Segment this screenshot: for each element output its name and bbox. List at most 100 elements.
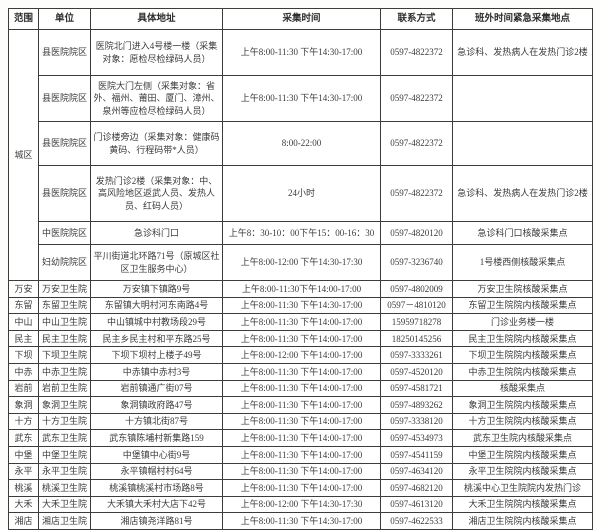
cell-phone: 0597-4613120 — [380, 495, 453, 514]
cell-scope: 中堡 — [8, 445, 39, 464]
cell-emergency: 永平卫生院院内核酸采集点 — [452, 462, 593, 481]
table-row: 下坝 下坝卫生院 下坝下坝村上楼子49号 上午8:00-12:00 下午14:00-1… — [8, 346, 593, 364]
cell-emergency: 大禾卫生院院内核酸采集点 — [452, 495, 593, 514]
table-row: 象洞 象洞卫生院 象洞镇政府路47号 上午8:00-11:30 下午14:00-17:… — [8, 396, 593, 414]
cell-phone: 0597-4682120 — [380, 479, 453, 497]
cell-phone: 0597-4802009 — [380, 280, 453, 298]
cell-scope: 东留 — [8, 296, 39, 315]
cell-emergency: 万安卫生院核酸采集点 — [452, 280, 593, 298]
cell-emergency: 急诊科、发热病人在发热门诊2楼 — [452, 165, 593, 222]
cell-unit: 湘店卫生院 — [38, 512, 91, 530]
cell-unit: 县医院院区 — [38, 165, 91, 222]
cell-unit: 东留卫生院 — [38, 296, 91, 315]
cell-unit: 中赤卫生院 — [38, 362, 91, 381]
table-row: 永平 永平卫生院 永平镇帽村村64号 上午8:00-11:30 下午14:00-17:… — [8, 462, 593, 481]
table-row: 中堡 中堡卫生院 中堡镇中心街9号 上午8:00-11:30 下午14:00-17:0… — [8, 445, 593, 464]
cell-unit: 岩前卫生院 — [38, 379, 91, 398]
cell-phone: 0597-4820120 — [380, 221, 453, 245]
cell-address: 民主乡民主村和平东路25号 — [90, 329, 223, 348]
cell-phone: 0597-4822372 — [380, 165, 453, 222]
header-scope: 范围 — [8, 8, 39, 30]
cell-scope: 十方 — [8, 412, 39, 431]
cell-address: 湘店镇尧洋路81号 — [90, 512, 223, 530]
cell-time: 上午8:00-11:30 下午14:30-17:00 — [222, 75, 381, 122]
table-row: 中山 中山卫生院 中山镇城中村教场段29号 上午8:00-11:30 下午14:00-… — [8, 313, 593, 331]
cell-address: 门诊楼旁边（采集对象：健康码黄码、行程码带*人员） — [90, 121, 223, 166]
cell-time: 上午8:00-11:30 下午14:30-17:00 — [222, 512, 381, 530]
cell-time: 上午8:00-11:30 下午14:00-17:00 — [222, 412, 381, 431]
cell-emergency: 急诊科、发热病人在发热门诊2楼 — [452, 29, 593, 76]
table-row: 妇幼院院区 平川街道北环路71号（原城区社区卫生服务中心） 上午8:00-12:00… — [9, 244, 593, 281]
cell-unit: 万安卫生院 — [38, 280, 91, 298]
table-row: 十方 十方卫生院 十方镇北街87号 上午8:00-11:30 下午14:00-17:0… — [8, 412, 593, 431]
cell-emergency — [452, 75, 593, 122]
cell-time: 上午8:00-12:00 下午14:30-17:30 — [222, 495, 381, 514]
cell-emergency: 民主卫生院院内核酸采集点 — [452, 329, 593, 348]
cell-emergency: 十方卫生院院内核酸采集点 — [452, 412, 593, 431]
scanned-document: 范围 单位 具体地址 采集时间 联系方式 班外时间紧急采集地点 城区 县医院院区医… — [8, 8, 593, 530]
cell-emergency: 象洞卫生院院内核酸采集点 — [452, 396, 593, 414]
cell-address: 医院大门左侧（采集对象：省外、福州、莆田、厦门、漳州、泉州等应检尽检绿码人员） — [90, 75, 223, 122]
cell-time: 上午8:00-12:00 下午14:30-17:30 — [222, 244, 381, 281]
cell-phone: 0597-4822372 — [380, 121, 453, 166]
cell-time: 上午8:00-11:30 下午14:30-17:00 — [222, 29, 381, 76]
city-section-body: 城区 县医院院区 医院北门进入4号楼一楼（采集对象：愿检尽检绿码人员） 上午8:00-… — [8, 29, 593, 281]
cell-scope: 万安 — [8, 280, 39, 298]
cell-time: 24小时 — [222, 165, 381, 222]
header-address: 具体地址 — [90, 8, 223, 30]
cell-phone: 0597-3338120 — [380, 412, 453, 431]
cell-address: 象洞镇政府路47号 — [90, 396, 223, 414]
cell-phone: 18250145256 — [380, 329, 453, 348]
cell-time: 上午8:00-12:00 下午14:00-17:00 — [222, 346, 381, 364]
table-row: 中赤 中赤卫生院 中赤镇中赤村3号 上午8:00-11:30 下午14:00-17:0… — [8, 362, 593, 381]
cell-time: 上午8:00-11:30 下午14:00-17:00 — [222, 462, 381, 481]
cell-phone: 0597－4810120 — [380, 296, 453, 315]
cell-phone: 0597-4534973 — [380, 429, 453, 447]
cell-scope: 中赤 — [8, 362, 39, 381]
cell-scope: 湘店 — [8, 512, 39, 530]
header-emergency: 班外时间紧急采集地点 — [452, 8, 593, 30]
cell-unit: 桃溪卫生院 — [38, 479, 91, 497]
cell-address: 万安镇下镇路9号 — [90, 280, 223, 298]
table-row: 万安 万安卫生院 万安镇下镇路9号 上午8:00-11:30下午14:00-17:00… — [8, 280, 593, 298]
cell-unit: 县医院院区 — [38, 29, 91, 76]
cell-phone: 0597-4581721 — [380, 379, 453, 398]
cell-phone: 0597-4634120 — [380, 462, 453, 481]
table-row: 民主 民主卫生院 民主乡民主村和平东路25号 上午8:00-11:30 下午14:00… — [8, 329, 593, 348]
table-row: 县医院院区 医院大门左侧（采集对象：省外、福州、莆田、厦门、漳州、泉州等应检尽检绿… — [9, 75, 593, 122]
cell-emergency: 湘店卫生院院内核酸采集点 — [452, 512, 593, 530]
cell-time: 上午8:00-11:30 下午14:00-17:00 — [222, 445, 381, 464]
cell-phone: 0597-3236740 — [380, 244, 453, 281]
header-unit: 单位 — [38, 8, 91, 30]
table-row: 县医院院区 发热门诊2楼（采集对象：中、高风险地区返武人员、发热人员、红码人员） 2… — [9, 165, 593, 222]
cell-unit: 中堡卫生院 — [38, 445, 91, 464]
cell-emergency: 门诊业务楼一楼 — [452, 313, 593, 331]
cell-unit: 武东卫生院 — [38, 429, 91, 447]
cell-phone: 0597-4541159 — [380, 445, 453, 464]
cell-phone: 0597-4520120 — [380, 362, 453, 381]
header-phone: 联系方式 — [380, 8, 453, 30]
cell-emergency: 桃溪中心卫生院院内发热门诊 — [452, 479, 593, 497]
cell-unit: 大禾卫生院 — [38, 495, 91, 514]
cell-phone: 0597-3333261 — [380, 346, 453, 364]
cell-phone: 0597-4622533 — [380, 512, 453, 530]
table-row: 东留 东留卫生院 东留镇大明村河东南路4号 上午8:00-11:30 下午14:30-… — [8, 296, 593, 315]
cell-time: 上午8:00-11:30 下午14:00-17:00 — [222, 379, 381, 398]
table-header: 范围 单位 具体地址 采集时间 联系方式 班外时间紧急采集地点 — [8, 8, 593, 30]
cell-emergency: 1号楼西侧核酸采集点 — [452, 244, 593, 281]
cell-time: 上午8:00-11:30 下午14:00-17:00 — [222, 329, 381, 348]
cell-time: 上午8:00-11:30 下午14:30-17:00 — [222, 296, 381, 315]
cell-time: 上午8：30-10：00下午15：00-16：30 — [222, 221, 381, 245]
cell-emergency: 核酸采集点 — [452, 379, 593, 398]
table-row: 武东 武东卫生院 武东镇陈埔村新集路159 上午8:00-11:30 下午14:00-… — [8, 429, 593, 447]
cell-address: 永平镇帽村村64号 — [90, 462, 223, 481]
cell-time: 上午8:00-11:30 下午14:00-17:00 — [222, 362, 381, 381]
table-row: 岩前 岩前卫生院 岩前镇通广街07号 上午8:00-11:30 下午14:00-17:… — [8, 379, 593, 398]
table-row: 城区 县医院院区 医院北门进入4号楼一楼（采集对象：愿检尽检绿码人员） 上午8:00-… — [8, 29, 593, 281]
cell-emergency: 下坝卫生院院内核酸采集点 — [452, 346, 593, 364]
cell-phone: 0597-4893262 — [380, 396, 453, 414]
cell-scope: 永平 — [8, 462, 39, 481]
cell-phone: 15959718278 — [380, 313, 453, 331]
collection-points-table: 范围 单位 具体地址 采集时间 联系方式 班外时间紧急采集地点 城区 县医院院区医… — [8, 8, 593, 530]
cell-scope: 城区 — [8, 29, 39, 281]
